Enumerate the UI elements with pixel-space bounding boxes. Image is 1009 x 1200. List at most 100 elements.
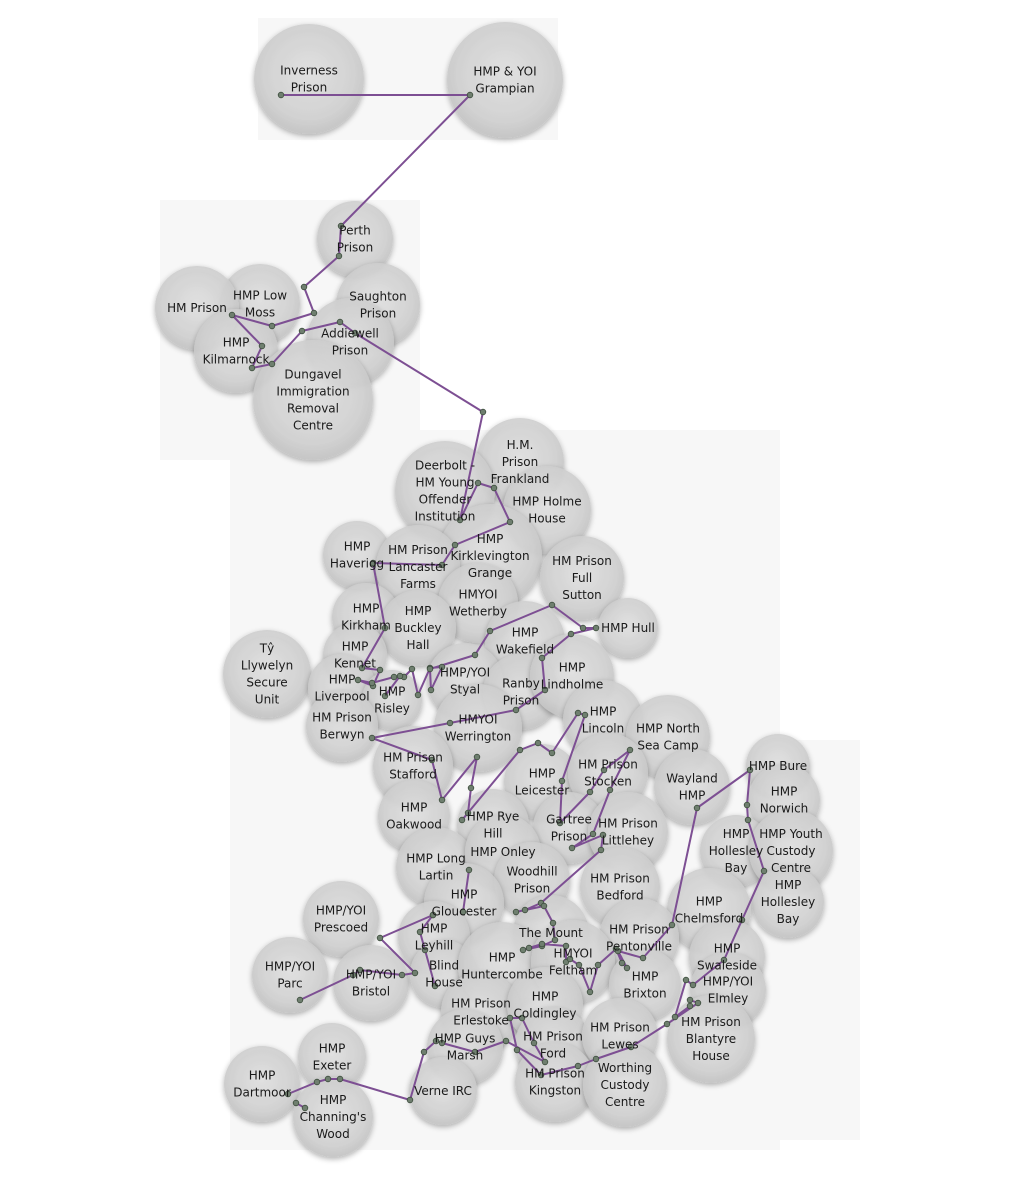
prison-label-line: HM Prison <box>312 711 372 725</box>
prison-label-line: Dungavel <box>284 368 341 382</box>
prison-circle-exeter <box>298 1023 366 1091</box>
route-point <box>277 91 285 99</box>
prison-label-line: Gloucester <box>432 905 497 919</box>
prison-label-line: Wood <box>316 1127 349 1141</box>
route-point <box>538 940 546 948</box>
prison-label-line: HMP <box>319 1042 346 1056</box>
prison-circle-kilmarnock <box>194 309 278 393</box>
prison-label-line: HMP <box>421 922 448 936</box>
prison-label-line: Lincoln <box>582 722 625 736</box>
prison-label-line: Perth <box>339 224 370 238</box>
route-point <box>541 686 549 694</box>
prison-label-line: Verne IRC <box>414 1084 472 1098</box>
prison-label-line: House <box>692 1049 730 1063</box>
route-point <box>592 624 600 632</box>
prison-label-line: HMP <box>329 673 356 687</box>
prison-label-line: HM Prison <box>590 872 650 886</box>
prison-label-woodhill: Woodhill Prison <box>506 865 557 896</box>
prison-circle-ty-llywelyn <box>223 630 311 718</box>
prison-label-line: HMP <box>344 540 371 554</box>
route-point <box>458 816 466 824</box>
prison-label-line: Centre <box>605 1095 645 1109</box>
prison-label-line: HMP/YOI <box>440 666 490 680</box>
prison-circle-buckley-hall <box>380 590 456 666</box>
route-point <box>686 996 694 1004</box>
route-point <box>566 955 574 963</box>
prison-label-line: Pentonville <box>606 940 672 954</box>
prison-label-line: The Mount <box>518 926 583 940</box>
prison-label-line: HMP <box>353 602 380 616</box>
prison-label-bure: HMP Bure <box>749 759 807 773</box>
branch-route-line-3 <box>384 675 401 697</box>
route-point <box>506 518 514 526</box>
prison-label-ranby: Ranby Prison <box>502 677 540 708</box>
prison-label-line: Elmley <box>708 992 748 1006</box>
prison-label-line: HMP <box>405 604 432 618</box>
route-point <box>568 844 576 852</box>
prison-label-line: Centre <box>293 419 333 433</box>
prison-label-line: Hollesley <box>761 895 816 909</box>
prison-label-erlestoke: HM Prison Erlestoke <box>451 997 511 1028</box>
prison-label-line: HM Prison <box>383 751 443 765</box>
prison-label-line: HMP <box>451 888 478 902</box>
route-point <box>358 664 366 672</box>
route-point <box>516 746 524 754</box>
prison-label-line: Prison <box>502 455 539 469</box>
prison-label-werrington: HMYOI Werrington <box>445 713 511 744</box>
prison-label-line: Leyhill <box>415 939 454 953</box>
prison-label-line: HMP <box>512 626 539 640</box>
route-point <box>301 1104 309 1112</box>
route-point <box>376 934 384 942</box>
prison-label-line: Bristol <box>352 985 390 999</box>
prison-label-hollesley-bay-2: HMP Hollesley Bay <box>761 878 816 926</box>
prison-label-line: Risley <box>374 702 410 716</box>
route-point <box>671 1013 679 1021</box>
prison-label-swaleside: HMP Swaleside <box>697 942 757 973</box>
prison-label-dartmoor: HMP Dartmoor <box>233 1069 291 1100</box>
route-point <box>406 1096 414 1104</box>
prison-label-line: HMP Long <box>406 852 465 866</box>
route-point <box>614 947 622 955</box>
prison-label-line: Lartin <box>419 869 454 883</box>
prison-label-line: H.M. <box>507 438 534 452</box>
prison-label-line: HMP <box>249 1069 276 1083</box>
prison-label-exeter: HMP Exeter <box>313 1042 352 1073</box>
prison-label-kingston: HM Prison Kingston <box>525 1067 585 1098</box>
route-point <box>574 709 582 717</box>
prison-label-berwyn: HM Prison Berwyn <box>312 711 372 742</box>
prison-circle-hull <box>598 598 658 658</box>
prison-label-risley: HMP Risley <box>374 685 410 716</box>
prison-label-line: HM Prison <box>590 1021 650 1035</box>
route-point <box>296 996 304 1004</box>
prison-label-line: HMP <box>775 878 802 892</box>
prison-label-line: Bay <box>777 912 800 926</box>
prison-circle-berwyn <box>306 690 378 762</box>
prison-label-line: Kennet <box>334 657 376 671</box>
prison-label-line: Grampian <box>475 82 534 96</box>
prison-label-line: House <box>528 512 566 526</box>
prison-label-line: HMP North <box>636 722 700 736</box>
prison-label-line: Woodhill <box>506 865 557 879</box>
prison-label-haverigg: HMP Haverigg <box>330 540 384 571</box>
prison-label-line: HMP Rye <box>467 810 520 824</box>
prison-label-line: Kingston <box>529 1084 581 1098</box>
prison-label-frankland: H.M. Prison Frankland <box>491 438 550 486</box>
route-point <box>368 679 376 687</box>
prison-label-line: HMP <box>477 532 504 546</box>
prison-label-deerbolt: Deerbolt - HM Young Offender Institution <box>415 459 476 524</box>
prison-label-line: Bedford <box>596 889 643 903</box>
prison-label-line: HM Prison <box>609 923 669 937</box>
route-point <box>579 624 587 632</box>
route-point <box>300 283 308 291</box>
prison-label-oakwood: HMP Oakwood <box>386 801 442 832</box>
prison-labels: Inverness Prison HMP & YOI Grampian Perth Pri… <box>167 64 823 1142</box>
route-point <box>693 804 701 812</box>
prison-label-line: HMP <box>696 895 723 909</box>
prison-circle-worthing <box>583 1043 667 1127</box>
prison-label-line: HMP Onley <box>470 845 535 859</box>
route-point <box>464 809 472 817</box>
prison-label-line: Custody <box>766 844 815 858</box>
route-point <box>558 777 566 785</box>
route-point <box>228 311 236 319</box>
